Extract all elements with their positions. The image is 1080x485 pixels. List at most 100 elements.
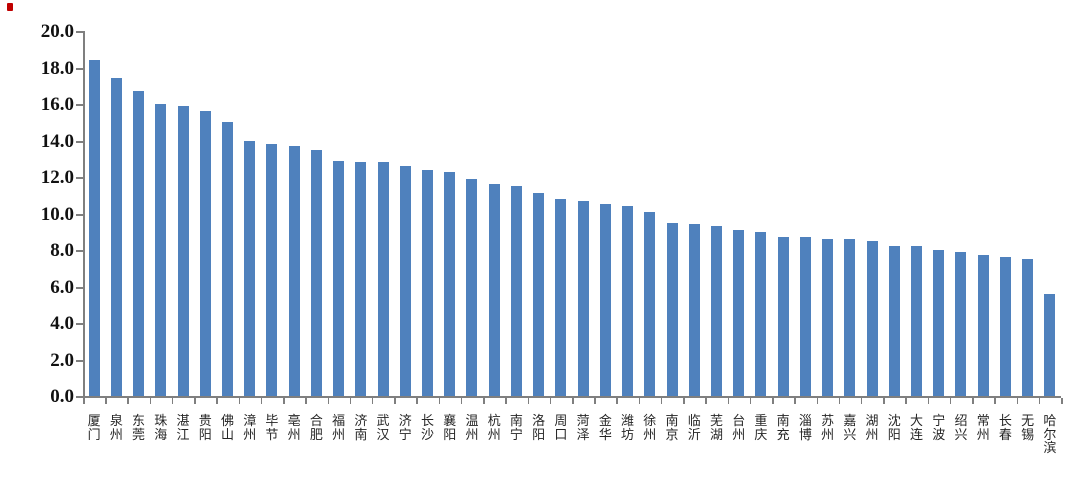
y-tick bbox=[76, 286, 83, 289]
x-tick bbox=[905, 398, 907, 404]
y-tick bbox=[76, 104, 83, 106]
x-category-label: 南京 bbox=[665, 413, 679, 442]
y-tick-label: 14.0 bbox=[40, 130, 74, 152]
x-tick bbox=[149, 398, 152, 404]
x-tick bbox=[483, 398, 485, 404]
x-category-label: 温州 bbox=[465, 413, 479, 442]
x-tick bbox=[860, 398, 863, 404]
x-category-label: 湖州 bbox=[865, 413, 879, 442]
y-tick-label: 12.0 bbox=[40, 167, 74, 188]
y-tick-label: 16.0 bbox=[40, 94, 74, 115]
y-tick-label: 18.0 bbox=[40, 57, 74, 79]
bar-南充 bbox=[777, 237, 789, 396]
x-tick bbox=[1016, 398, 1019, 404]
bar-潍坊 bbox=[622, 206, 634, 396]
x-category-label: 济南 bbox=[354, 413, 368, 442]
x-category-label: 宁波 bbox=[932, 413, 946, 442]
y-tick bbox=[76, 359, 83, 362]
x-category-label: 绍兴 bbox=[954, 413, 968, 442]
x-tick bbox=[349, 398, 352, 404]
x-tick bbox=[972, 398, 974, 404]
y-tick bbox=[76, 177, 83, 179]
x-tick bbox=[749, 398, 752, 404]
x-category-label: 贵阳 bbox=[198, 413, 212, 442]
bar-周口 bbox=[555, 198, 567, 396]
x-category-label: 亳州 bbox=[287, 413, 301, 442]
bar-南京 bbox=[666, 222, 678, 396]
x-tick bbox=[683, 398, 685, 404]
bar-厦门 bbox=[88, 60, 100, 396]
x-tick bbox=[572, 398, 574, 404]
bar-珠海 bbox=[155, 104, 167, 396]
x-tick bbox=[616, 398, 618, 404]
bar-临沂 bbox=[688, 224, 700, 396]
x-tick bbox=[772, 398, 774, 404]
y-tick bbox=[76, 140, 83, 143]
y-tick bbox=[76, 67, 83, 70]
x-tick bbox=[171, 398, 174, 404]
x-category-label: 襄阳 bbox=[443, 413, 457, 442]
bar-济南 bbox=[355, 162, 367, 396]
x-tick bbox=[216, 398, 218, 404]
y-tick-label: 2.0 bbox=[50, 349, 74, 371]
x-category-label: 毕节 bbox=[265, 413, 279, 442]
x-category-label: 湛江 bbox=[176, 413, 190, 442]
x-tick bbox=[460, 398, 463, 404]
y-axis-line bbox=[83, 31, 85, 398]
x-tick bbox=[283, 398, 285, 404]
bar-长沙 bbox=[422, 169, 434, 396]
x-category-label: 洛阳 bbox=[532, 413, 546, 442]
x-category-label: 无锡 bbox=[1021, 413, 1035, 442]
bar-菏泽 bbox=[577, 200, 589, 396]
x-tick bbox=[327, 398, 329, 404]
x-category-label: 杭州 bbox=[487, 413, 501, 442]
x-tick bbox=[816, 398, 818, 404]
x-category-label: 漳州 bbox=[243, 413, 257, 442]
x-tick bbox=[83, 398, 85, 404]
x-tick bbox=[194, 398, 196, 404]
y-tick-label: 8.0 bbox=[50, 240, 74, 261]
bar-武汉 bbox=[377, 162, 389, 396]
x-category-label: 淄博 bbox=[798, 413, 812, 442]
y-tick bbox=[76, 31, 83, 33]
x-tick bbox=[794, 398, 796, 404]
x-tick bbox=[1038, 398, 1041, 404]
y-tick bbox=[76, 213, 83, 216]
x-category-label: 福州 bbox=[332, 413, 346, 442]
x-tick bbox=[305, 398, 307, 404]
bar-湛江 bbox=[177, 105, 189, 396]
x-tick bbox=[660, 398, 663, 404]
x-category-label: 金华 bbox=[598, 413, 612, 442]
bar-襄阳 bbox=[444, 171, 456, 396]
x-category-label: 常州 bbox=[976, 413, 990, 442]
x-category-label: 哈尔滨 bbox=[1043, 413, 1057, 455]
x-category-label: 泉州 bbox=[109, 413, 123, 442]
x-category-label: 周口 bbox=[554, 413, 568, 442]
bar-湖州 bbox=[866, 240, 878, 396]
x-category-label: 菏泽 bbox=[576, 413, 590, 442]
corner-mark bbox=[7, 3, 13, 11]
bar-嘉兴 bbox=[844, 239, 856, 396]
bar-哈尔滨 bbox=[1044, 293, 1056, 396]
bar-合肥 bbox=[310, 149, 322, 396]
bar-泉州 bbox=[110, 78, 122, 396]
x-category-label: 芜湖 bbox=[709, 413, 723, 442]
x-tick bbox=[505, 398, 507, 404]
x-tick bbox=[1061, 398, 1063, 404]
bar-台州 bbox=[733, 229, 745, 396]
x-axis-line bbox=[83, 396, 1061, 398]
bar-金华 bbox=[599, 204, 611, 396]
bar-大连 bbox=[911, 246, 923, 396]
y-tick bbox=[76, 396, 83, 398]
x-tick bbox=[527, 398, 530, 404]
x-tick bbox=[238, 398, 241, 404]
x-category-label: 长春 bbox=[998, 413, 1012, 442]
bar-常州 bbox=[977, 255, 989, 396]
x-tick bbox=[416, 398, 418, 404]
x-category-label: 武汉 bbox=[376, 413, 390, 442]
bar-贵阳 bbox=[199, 111, 211, 396]
x-category-label: 台州 bbox=[732, 413, 746, 442]
bar-温州 bbox=[466, 178, 478, 396]
x-tick bbox=[549, 398, 552, 404]
